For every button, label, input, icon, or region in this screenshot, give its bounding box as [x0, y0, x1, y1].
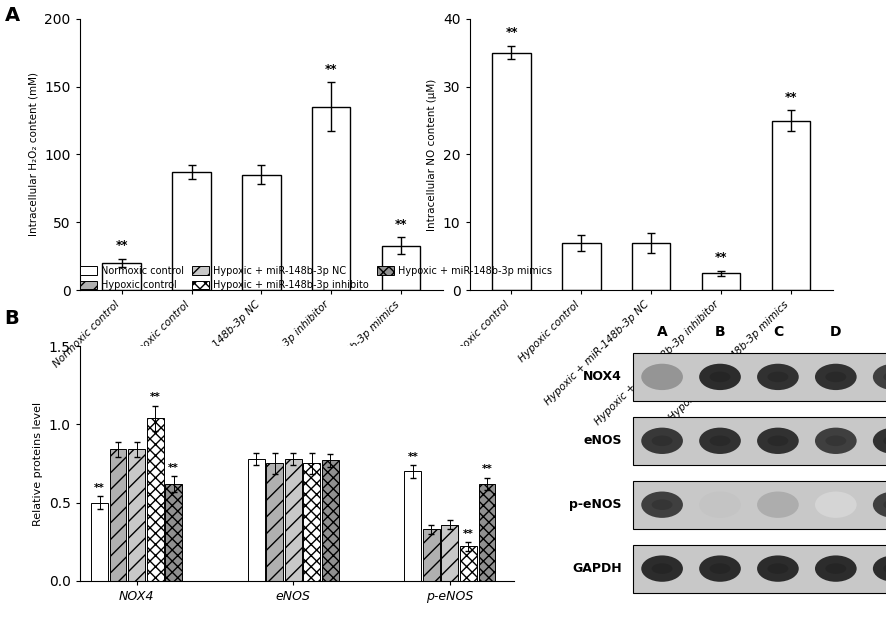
Y-axis label: Intracellular NO content (μM): Intracellular NO content (μM): [427, 78, 438, 231]
Text: NOX4: NOX4: [583, 370, 622, 383]
Bar: [405, 472, 421, 581]
Ellipse shape: [699, 364, 741, 390]
Text: A: A: [657, 325, 667, 339]
Ellipse shape: [883, 564, 886, 574]
Text: B: B: [715, 325, 726, 339]
Ellipse shape: [757, 556, 799, 582]
FancyBboxPatch shape: [633, 544, 886, 593]
Ellipse shape: [652, 564, 672, 574]
FancyBboxPatch shape: [633, 417, 886, 465]
Bar: [632, 243, 671, 290]
Bar: [702, 273, 741, 290]
Ellipse shape: [652, 436, 672, 446]
Text: p-eNOS: p-eNOS: [569, 498, 622, 511]
Ellipse shape: [767, 564, 789, 574]
Ellipse shape: [641, 556, 683, 582]
Text: **: **: [168, 463, 179, 473]
Bar: [322, 460, 338, 581]
Bar: [460, 546, 477, 581]
Text: **: **: [115, 239, 128, 252]
Bar: [110, 449, 127, 581]
Ellipse shape: [699, 491, 741, 518]
Bar: [128, 449, 145, 581]
Ellipse shape: [873, 364, 886, 390]
Text: A: A: [4, 6, 19, 25]
Bar: [312, 107, 351, 290]
Ellipse shape: [815, 428, 857, 454]
Bar: [303, 464, 320, 581]
Ellipse shape: [641, 428, 683, 454]
Bar: [166, 484, 182, 581]
Ellipse shape: [767, 436, 789, 446]
Ellipse shape: [873, 491, 886, 518]
Ellipse shape: [710, 371, 730, 382]
Ellipse shape: [883, 371, 886, 382]
Bar: [285, 459, 301, 581]
Ellipse shape: [641, 364, 683, 390]
Ellipse shape: [710, 564, 730, 574]
Text: **: **: [715, 251, 727, 264]
Bar: [248, 459, 265, 581]
Bar: [441, 525, 458, 581]
Ellipse shape: [710, 436, 730, 446]
Ellipse shape: [699, 428, 741, 454]
Bar: [91, 502, 108, 581]
Ellipse shape: [873, 428, 886, 454]
Bar: [562, 243, 601, 290]
Ellipse shape: [757, 428, 799, 454]
Text: **: **: [325, 62, 338, 75]
FancyBboxPatch shape: [633, 481, 886, 528]
Y-axis label: Intracellular H₂O₂ content (mM): Intracellular H₂O₂ content (mM): [28, 72, 39, 237]
Ellipse shape: [883, 499, 886, 510]
Text: **: **: [94, 483, 105, 493]
Bar: [242, 175, 281, 290]
Ellipse shape: [699, 556, 741, 582]
Bar: [493, 53, 531, 290]
Ellipse shape: [815, 491, 857, 518]
Ellipse shape: [641, 491, 683, 518]
Ellipse shape: [826, 564, 846, 574]
Legend: Normoxic control, Hypoxic control, Hypoxic + miR-148b-3p NC, Hypoxic + miR-148b-: Normoxic control, Hypoxic control, Hypox…: [76, 261, 556, 294]
Text: **: **: [463, 528, 474, 539]
Text: **: **: [150, 392, 160, 402]
FancyBboxPatch shape: [633, 353, 886, 401]
Ellipse shape: [873, 556, 886, 582]
Bar: [423, 529, 439, 581]
Bar: [478, 484, 495, 581]
Ellipse shape: [815, 556, 857, 582]
Ellipse shape: [757, 491, 799, 518]
Bar: [103, 263, 141, 290]
Ellipse shape: [826, 371, 846, 382]
Ellipse shape: [757, 364, 799, 390]
Bar: [172, 172, 211, 290]
Bar: [772, 121, 810, 290]
Ellipse shape: [652, 499, 672, 510]
Text: **: **: [481, 465, 493, 475]
Ellipse shape: [767, 371, 789, 382]
Text: GAPDH: GAPDH: [572, 562, 622, 575]
Text: B: B: [4, 309, 19, 328]
Bar: [147, 418, 164, 581]
Text: C: C: [773, 325, 783, 339]
Text: **: **: [505, 26, 517, 39]
Bar: [267, 464, 283, 581]
Text: **: **: [408, 452, 418, 462]
Bar: [382, 245, 420, 290]
Text: D: D: [830, 325, 842, 339]
Text: **: **: [395, 218, 408, 231]
Text: **: **: [785, 90, 797, 103]
Y-axis label: Relative proteins level: Relative proteins level: [33, 402, 43, 525]
Ellipse shape: [826, 436, 846, 446]
Ellipse shape: [883, 436, 886, 446]
Ellipse shape: [815, 364, 857, 390]
Text: eNOS: eNOS: [583, 434, 622, 447]
